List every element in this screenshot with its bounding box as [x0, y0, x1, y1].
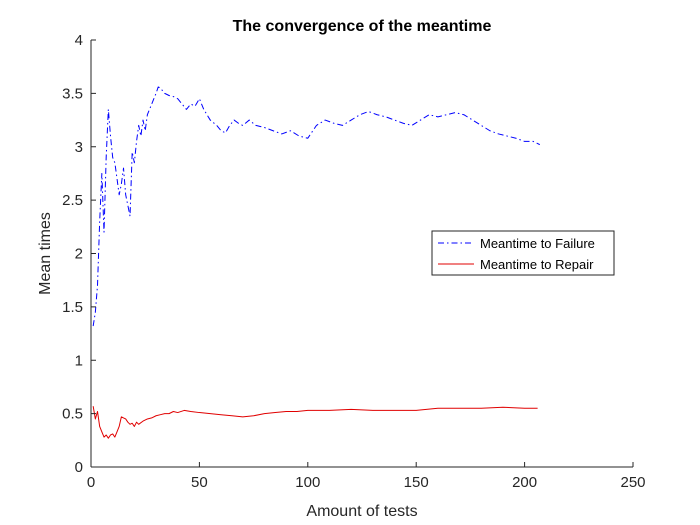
y-tick-label: 0.5 — [62, 406, 83, 423]
x-tick-label: 150 — [404, 474, 429, 491]
x-tick-label: 50 — [191, 474, 208, 491]
x-tick-label: 250 — [620, 474, 645, 491]
y-tick-label: 3 — [75, 139, 83, 156]
y-tick-label: 4 — [75, 32, 83, 49]
y-tick-label: 1 — [75, 352, 83, 369]
y-axis-label: Mean times — [37, 212, 54, 295]
y-tick-label: 1.5 — [62, 299, 83, 316]
x-tick-label: 0 — [87, 474, 95, 491]
axes-layer: 0 50 100 150 200 250 0 0.5 1 1.5 2 2.5 3 3.5 4 — [62, 32, 645, 491]
chart-title: The convergence of the meantime — [233, 18, 492, 35]
y-tick-label: 0 — [75, 459, 83, 476]
x-tick-label: 100 — [295, 474, 320, 491]
y-tick-label: 3.5 — [62, 85, 83, 102]
series-line-failure — [92, 86, 541, 327]
x-tick-label: 200 — [512, 474, 537, 491]
legend-label: Meantime to Failure — [480, 236, 595, 251]
y-tick-label: 2 — [75, 246, 83, 263]
x-axis-label: Amount of tests — [306, 503, 417, 520]
legend-box — [431, 230, 615, 276]
legend-label: Meantime to Repair — [480, 257, 594, 272]
series-line-repair — [92, 406, 538, 439]
legend: Meantime to Failure Meantime to Repair — [431, 230, 615, 276]
series-layer — [92, 86, 541, 439]
y-tick-label: 2.5 — [62, 192, 83, 209]
